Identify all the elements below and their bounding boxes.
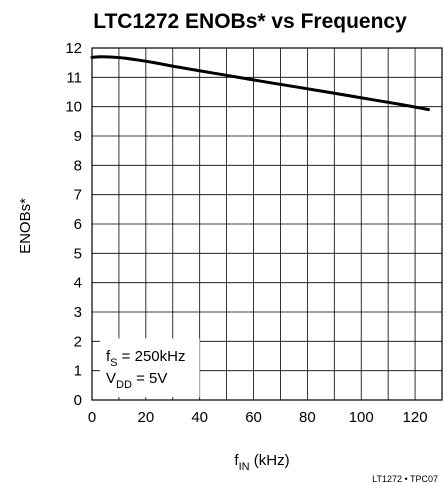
x-tick-120: 120 [403, 409, 428, 426]
x-tick-0: 0 [88, 409, 96, 426]
x-tick-80: 80 [299, 409, 316, 426]
y-tick-6: 6 [74, 216, 82, 233]
x-tick-20: 20 [138, 409, 155, 426]
chart-title: LTC1272 ENOBs* vs Frequency [93, 10, 407, 33]
y-tick-11: 11 [66, 69, 82, 86]
x-axis-label: fIN (kHz) [234, 452, 289, 473]
figure-code: LT1272 • TPC07 [372, 474, 438, 484]
y-tick-10: 10 [65, 99, 82, 116]
x-tick-100: 100 [349, 409, 374, 426]
y-tick-9: 9 [74, 128, 82, 145]
x-tick-60: 60 [245, 409, 262, 426]
x-tick-40: 40 [191, 409, 208, 426]
y-tick-3: 3 [74, 304, 82, 321]
y-tick-8: 8 [74, 157, 82, 174]
y-tick-5: 5 [74, 245, 82, 262]
y-tick-12: 12 [65, 40, 82, 57]
y-tick-2: 2 [74, 333, 82, 350]
y-tick-7: 7 [74, 187, 82, 204]
x-tick-labels: 0 20 40 60 80 100 120 [88, 409, 428, 426]
annotation-vdd: VDD = 5V [106, 370, 167, 391]
annotation-fs: fS = 250kHz [106, 348, 185, 369]
y-tick-1: 1 [74, 363, 82, 380]
series-line-enob [90, 55, 431, 112]
y-axis-label: ENOBs* [17, 198, 34, 254]
annotation-box: fS = 250kHz VDD = 5V [100, 338, 200, 398]
y-tick-0: 0 [74, 392, 82, 409]
y-tick-4: 4 [74, 275, 82, 292]
plot-frame [91, 47, 443, 401]
